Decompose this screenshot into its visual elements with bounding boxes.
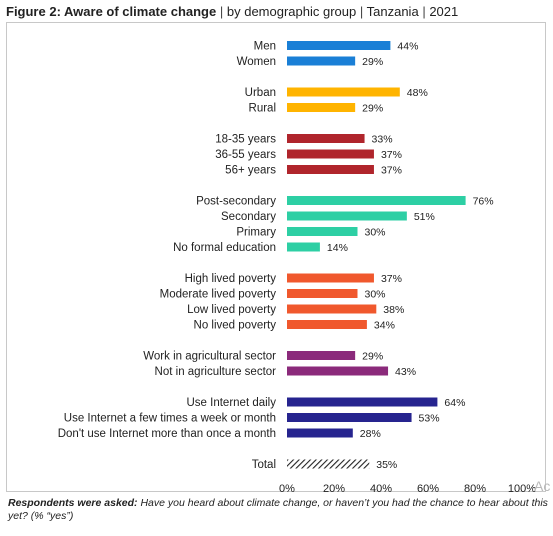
title-separator: | xyxy=(422,4,426,19)
category-label: 36-55 years xyxy=(215,149,276,161)
chart-frame xyxy=(6,22,546,492)
category-label: Moderate lived poverty xyxy=(160,289,277,301)
note-text: Have you heard about climate change, or … xyxy=(8,497,548,522)
category-label: Use Internet daily xyxy=(187,397,277,409)
title-subject: by demographic group xyxy=(226,4,357,19)
note-lead: Respondents were asked: xyxy=(8,497,138,509)
x-tick-label: 80% xyxy=(464,483,486,495)
value-label: 53% xyxy=(419,413,440,425)
category-label: Secondary xyxy=(221,211,276,223)
x-tick-label: 60% xyxy=(417,483,439,495)
bar xyxy=(287,87,400,97)
bar xyxy=(287,242,320,252)
value-label: 34% xyxy=(374,320,395,332)
bar xyxy=(287,41,391,50)
title-separator: | xyxy=(359,4,364,19)
bar xyxy=(287,413,412,422)
category-label: 56+ years xyxy=(225,165,276,177)
bar xyxy=(287,196,466,205)
bar xyxy=(287,56,356,66)
category-label: Total xyxy=(252,459,276,471)
bar xyxy=(287,165,374,174)
bar xyxy=(287,397,438,407)
value-label: 29% xyxy=(362,56,383,68)
bar xyxy=(287,289,358,298)
category-label: No formal education xyxy=(173,242,276,254)
bar xyxy=(287,227,358,236)
category-label: Not in agriculture sector xyxy=(155,366,277,378)
category-label: No lived poverty xyxy=(194,320,277,332)
value-label: 37% xyxy=(381,165,402,177)
value-label: 38% xyxy=(383,304,404,316)
value-label: 43% xyxy=(395,366,416,378)
value-label: 64% xyxy=(444,397,465,409)
category-label: Work in agricultural sector xyxy=(143,351,276,363)
category-label: Urban xyxy=(245,87,276,99)
bar xyxy=(287,366,389,376)
title-main: Figure 2: Aware of climate change xyxy=(6,4,217,19)
title-country: Tanzania xyxy=(366,4,419,19)
bar xyxy=(287,134,365,143)
category-label: 18-35 years xyxy=(215,134,276,146)
category-label: Low lived poverty xyxy=(187,304,276,316)
value-label: 29% xyxy=(362,103,383,115)
value-label: 76% xyxy=(473,196,494,208)
title-separator: | xyxy=(219,4,224,19)
x-tick-label: 40% xyxy=(370,483,392,495)
category-label: Use Internet a few times a week or month xyxy=(64,413,276,425)
title-year: 2021 xyxy=(429,4,459,19)
bar xyxy=(287,304,377,314)
value-label: 29% xyxy=(362,351,383,363)
bar xyxy=(287,149,374,159)
bar xyxy=(287,273,374,283)
x-tick-label: 100% xyxy=(508,483,536,495)
value-label: 48% xyxy=(407,87,428,99)
category-label: Women xyxy=(237,56,276,68)
value-label: 37% xyxy=(381,149,402,161)
value-label: 14% xyxy=(327,242,348,254)
category-label: Rural xyxy=(249,103,276,115)
category-label: High lived poverty xyxy=(185,273,277,285)
category-label: Primary xyxy=(236,227,276,239)
value-label: 30% xyxy=(365,227,386,239)
category-label: Post-secondary xyxy=(196,196,276,208)
category-label: Men xyxy=(254,41,276,53)
bar xyxy=(287,103,356,112)
survey-question-note: Respondents were asked: Have you heard a… xyxy=(8,497,548,523)
bar xyxy=(287,428,353,438)
x-tick-label: 0% xyxy=(279,483,295,495)
value-label: 37% xyxy=(381,273,402,285)
value-label: 30% xyxy=(365,289,386,301)
value-label: 44% xyxy=(397,41,418,53)
bar xyxy=(287,211,407,221)
watermark: Ac xyxy=(534,478,551,494)
category-label: Don't use Internet more than once a mont… xyxy=(58,428,276,440)
value-label: 33% xyxy=(372,134,393,146)
bar xyxy=(287,459,370,469)
value-label: 35% xyxy=(376,459,397,471)
bar xyxy=(287,320,367,329)
x-tick-label: 20% xyxy=(323,483,345,495)
bar xyxy=(287,351,356,360)
value-label: 28% xyxy=(360,428,381,440)
value-label: 51% xyxy=(414,211,435,223)
chart-title: Figure 2: Aware of climate change | by d… xyxy=(6,4,458,19)
